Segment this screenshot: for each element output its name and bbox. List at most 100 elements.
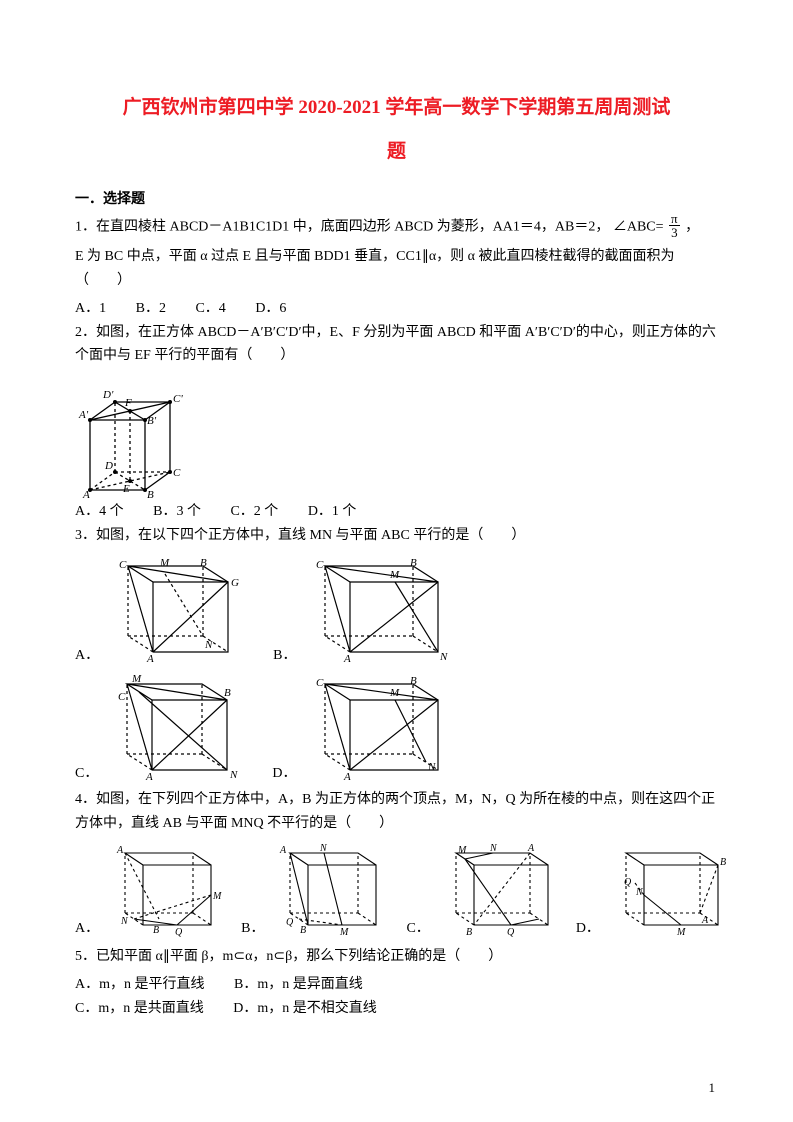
svg-text:N: N [489,843,498,854]
q2-figure: A B C D A' B' C' D' F E [75,372,203,500]
svg-text:B: B [410,557,417,569]
svg-text:C: C [118,691,126,703]
q2-opt-d: D．1 个 [308,504,357,519]
q5-opt-a: A．m，n 是平行直线 [75,977,205,992]
svg-text:N: N [427,761,436,773]
q4-figure-b: AN BQ M [278,839,396,937]
q1-opt-c: C．4 [195,301,225,316]
q1-fraction: π 3 [669,212,680,239]
q1: 1．在直四棱柱 ABCD－A1B1C1D1 中，底面四边形 ABCD 为菱形，A… [75,214,718,241]
q1-opt-a: A．1 [75,301,106,316]
svg-text:M: M [159,557,170,569]
q4-row: A． A B N M Q B． [75,839,718,937]
svg-text:A: A [146,653,154,664]
svg-text:B': B' [147,415,157,427]
q4-label-d: D． [576,917,600,937]
q5-opt-d: D．m，n 是不相交直线 [233,1001,377,1016]
q1-frac-num: π [669,212,680,226]
q5-options-row2: C．m，n 是共面直线 D．m，n 是不相交直线 [75,997,718,1021]
q5-opt-b: B．m，n 是异面直线 [234,977,363,992]
q3-row1: A． MB CA GN B． [75,552,718,664]
q5-options-row1: A．m，n 是平行直线 B．m，n 是异面直线 [75,973,718,997]
q4-figure-c: M N A B Q [444,839,566,937]
section-heading: 一．选择题 [75,188,718,208]
svg-text:E: E [122,483,130,495]
q5-opt-c: C．m，n 是共面直线 [75,1001,204,1016]
q2-text: 2．如图，在正方体 ABCD－A′B′C′D′中，E、F 分别为平面 ABCD … [75,321,718,369]
q4-figure-d: B N M Q A [614,839,736,937]
svg-text:B: B [410,675,417,687]
q4-label-b: B． [241,917,264,937]
q5-text: 5．已知平面 α∥平面 β，m⊂α，n⊂β，那么下列结论正确的是（ ） [75,945,718,969]
svg-text:N: N [229,769,238,781]
svg-text:Q: Q [507,927,515,937]
doc-title-line2: 题 [75,134,718,170]
q1-post1: ， [685,220,699,235]
svg-text:B: B [153,925,159,936]
q1-angle: ∠ABC= [613,220,664,235]
q4-figure-a: A B N M Q [113,839,231,937]
svg-text:N: N [204,639,213,651]
q3-text: 3．如图，在以下四个正方体中，直线 MN 与平面 ABC 平行的是（ ） [75,524,718,548]
q3-figure-c: MC B A N [112,670,262,782]
svg-text:M: M [212,891,222,902]
q4-text: 4．如图，在下列四个正方体中，A，B 为正方体的两个顶点，M，N，Q 为所在棱的… [75,788,718,836]
svg-text:M: M [339,927,349,937]
svg-text:M: M [457,845,467,856]
svg-text:N: N [120,916,129,927]
q1-opt-d: D．6 [255,301,286,316]
svg-text:A: A [527,843,535,854]
q1-text-pre: 1．在直四棱柱 ABCD－A1B1C1D1 中，底面四边形 ABCD 为菱形，A… [75,220,609,235]
svg-text:A: A [82,489,90,500]
svg-text:C': C' [173,393,183,405]
q1-frac-den: 3 [669,226,680,239]
svg-text:M: M [389,569,400,581]
q3-label-d: D． [272,762,296,782]
svg-text:A: A [145,771,153,782]
svg-text:Q: Q [175,927,183,937]
svg-text:A: A [279,845,287,856]
svg-text:N: N [439,651,448,663]
q3-label-c: C． [75,762,98,782]
svg-text:B: B [466,927,472,937]
q3-label-b: B． [273,644,296,664]
q1-options: A．1 B．2 C．4 D．6 [75,297,718,321]
svg-text:Q: Q [286,917,294,928]
svg-text:M: M [389,687,400,699]
q2-options: A．4 个 B．3 个 C．2 个 D．1 个 [75,500,718,524]
svg-text:A': A' [78,409,89,421]
q4-label-a: A． [75,917,99,937]
doc-title-line1: 广西钦州市第四中学 2020-2021 学年高一数学下学期第五周周测试 [75,90,718,126]
svg-text:A: A [343,771,351,782]
q4-label-c: C． [406,917,429,937]
svg-text:C: C [316,559,324,571]
svg-text:C: C [316,677,324,689]
svg-text:C: C [119,559,127,571]
q3-row2: C． MC BA N D． [75,670,718,782]
svg-text:A: A [701,915,709,926]
svg-text:Q: Q [624,877,632,888]
q2-opt-a: A．4 个 [75,504,124,519]
svg-text:C: C [173,467,181,479]
svg-text:N: N [635,887,644,898]
svg-text:A: A [343,653,351,664]
svg-text:M: M [676,927,686,937]
svg-text:F: F [124,397,132,409]
q3-figure-b: C B M A N [310,552,470,664]
q1-opt-b: B．2 [136,301,166,316]
svg-text:B: B [200,557,207,569]
svg-text:N: N [319,843,328,854]
svg-text:B: B [720,857,726,868]
q3-figure-a: M B C A G N [113,552,263,664]
svg-text:B: B [224,687,231,699]
svg-text:D': D' [102,389,114,401]
q1-line2: E 为 BC 中点，平面 α 过点 E 且与平面 BDD1 垂直，CC1∥α，则… [75,245,718,293]
svg-text:D: D [104,460,113,472]
q2-opt-c: C．2 个 [230,504,278,519]
svg-text:B: B [147,489,154,500]
svg-text:M: M [131,673,142,685]
svg-text:G: G [231,577,239,589]
svg-text:A: A [116,845,124,856]
q3-figure-d: C B M A N [310,670,470,782]
page-number: 1 [709,1080,716,1096]
